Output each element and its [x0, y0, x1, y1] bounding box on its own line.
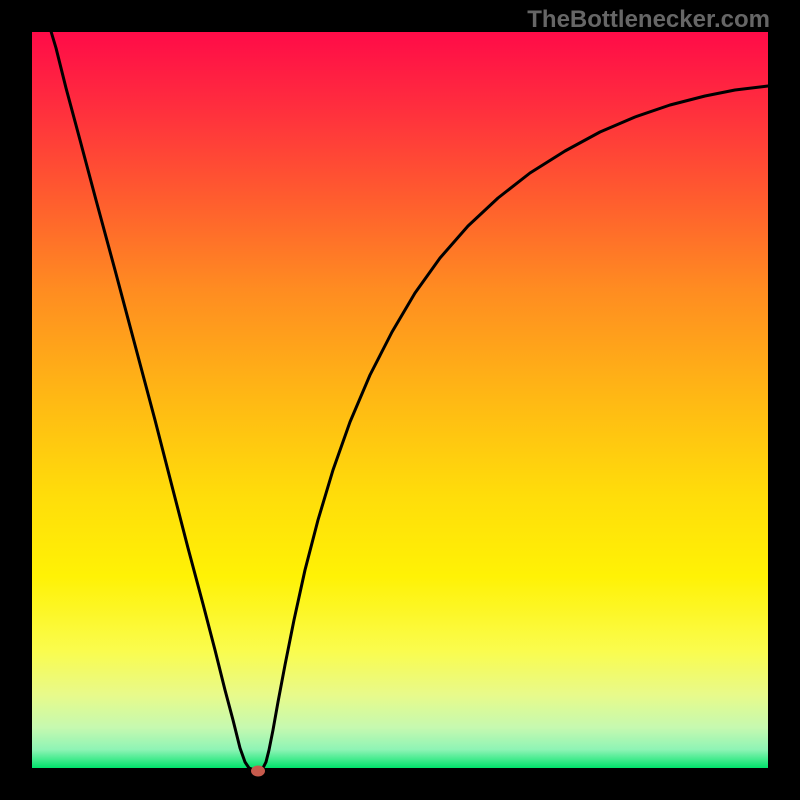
watermark-text: TheBottlenecker.com	[527, 6, 770, 34]
optimum-marker	[251, 766, 265, 777]
chart-container: TheBottlenecker.com	[0, 0, 800, 800]
plot-gradient-area	[32, 32, 768, 768]
